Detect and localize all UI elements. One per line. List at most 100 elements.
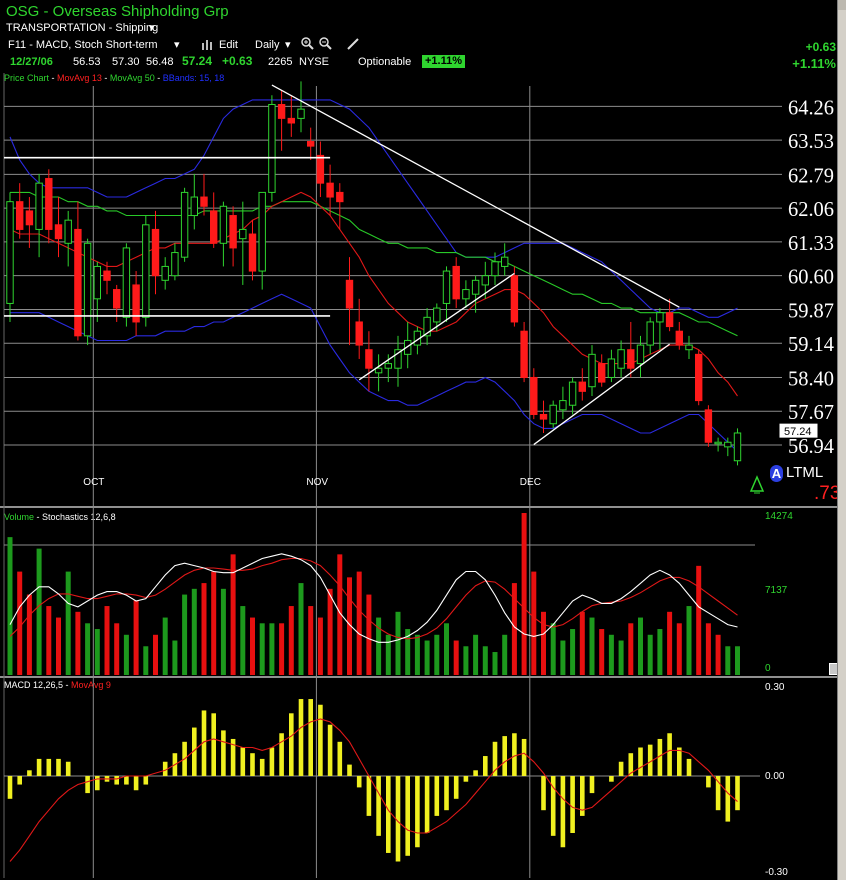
candle-body bbox=[277, 104, 286, 119]
volume-bar bbox=[502, 634, 508, 675]
study-set-selector[interactable]: F11 - MACD, Stoch Short-term bbox=[8, 39, 158, 51]
candle-body bbox=[559, 400, 567, 411]
volume-tick-label: 0 bbox=[765, 663, 771, 674]
volume-bar bbox=[347, 577, 352, 675]
candle-body bbox=[481, 275, 490, 286]
candle-body bbox=[549, 404, 557, 425]
ma13-line bbox=[9, 191, 738, 397]
volume-bar bbox=[211, 571, 217, 675]
macd-histogram-bar bbox=[7, 776, 13, 799]
macd-histogram-bar bbox=[95, 776, 100, 791]
candle-body bbox=[336, 191, 344, 203]
macd-histogram-bar bbox=[560, 776, 566, 848]
volume-bar bbox=[259, 623, 265, 675]
volume-bar bbox=[376, 617, 382, 675]
candle-body bbox=[433, 307, 441, 323]
macd-histogram-bar bbox=[366, 776, 372, 816]
zoom-out-icon[interactable] bbox=[318, 36, 332, 52]
pencil-icon[interactable] bbox=[346, 37, 360, 53]
volume-bar bbox=[715, 634, 721, 675]
macd-histogram-bar bbox=[27, 770, 32, 776]
candle-body bbox=[510, 275, 519, 323]
candle-body bbox=[568, 381, 577, 406]
volume-bar bbox=[705, 623, 711, 675]
caret-down-icon[interactable]: ▾ bbox=[174, 39, 180, 51]
volume-bar bbox=[317, 617, 323, 675]
alert-panel[interactable]: A LTML .73 bbox=[749, 463, 840, 505]
volume-bar bbox=[667, 611, 673, 675]
volume-bar bbox=[550, 623, 556, 675]
candle-body bbox=[646, 321, 654, 346]
candle-body bbox=[685, 344, 693, 351]
macd-histogram-bar bbox=[521, 738, 527, 776]
volume-bar bbox=[356, 571, 362, 675]
macd-histogram-bar bbox=[289, 713, 294, 776]
volume-bar bbox=[143, 646, 149, 675]
caret-down-icon[interactable]: ▾ bbox=[149, 22, 155, 34]
volume-bar bbox=[94, 629, 100, 675]
scroll-up-button[interactable] bbox=[838, 0, 846, 10]
candle-body bbox=[54, 224, 63, 240]
sector-selector[interactable]: TRANSPORTATION - Shipping bbox=[6, 22, 159, 34]
legend-separator: - bbox=[101, 73, 110, 83]
alert-badge[interactable]: A bbox=[770, 465, 783, 482]
scrollbar[interactable] bbox=[837, 0, 846, 880]
period-selector[interactable]: Daily bbox=[255, 39, 280, 51]
volume-bar bbox=[434, 634, 440, 675]
volume-bar bbox=[288, 606, 294, 675]
candle-body bbox=[45, 178, 53, 230]
candle-body bbox=[724, 441, 732, 448]
price-tick-label: 57.67 bbox=[788, 400, 834, 424]
volume-bar bbox=[511, 583, 517, 675]
volume-bar bbox=[7, 537, 13, 675]
percent-change-badge: +1.11% bbox=[422, 55, 466, 68]
volume-bar bbox=[482, 646, 488, 675]
candle-body bbox=[316, 154, 325, 184]
right-percent: +1.11% bbox=[792, 56, 836, 71]
candle-body bbox=[6, 201, 14, 304]
macd-histogram-bar bbox=[279, 733, 284, 776]
caret-down-icon[interactable]: ▾ bbox=[285, 39, 291, 51]
bar-chart-icon[interactable] bbox=[201, 38, 215, 54]
quote-close: 57.24 bbox=[182, 54, 213, 68]
volume-bar bbox=[725, 646, 731, 675]
macd-histogram-bar bbox=[647, 744, 653, 776]
candle-body bbox=[122, 247, 131, 318]
macd-histogram-bar bbox=[434, 776, 440, 816]
macd-histogram-bar bbox=[308, 699, 313, 776]
volume-bar bbox=[608, 634, 614, 675]
candle-body bbox=[307, 141, 315, 147]
candle-body bbox=[229, 215, 237, 249]
volume-bar bbox=[463, 646, 469, 675]
macd-histogram-bar bbox=[715, 776, 721, 811]
volume-bar bbox=[104, 606, 110, 675]
price-tick-label: 59.14 bbox=[788, 332, 834, 356]
volume-bar bbox=[85, 623, 91, 675]
candle-body bbox=[297, 108, 305, 119]
volume-bar bbox=[521, 512, 527, 675]
macd-histogram-bar bbox=[638, 747, 643, 776]
volume-bar bbox=[123, 634, 129, 675]
volume-bar bbox=[570, 629, 576, 675]
edit-button[interactable]: Edit bbox=[219, 39, 238, 51]
volume-bar bbox=[153, 634, 158, 675]
candle-body bbox=[219, 205, 228, 244]
volume-bar bbox=[414, 634, 420, 675]
quote-date: 12/27/06 bbox=[10, 56, 53, 68]
candle-body bbox=[491, 261, 499, 277]
volume-bar bbox=[308, 606, 314, 675]
symbol-title[interactable]: OSG - Overseas Shipholding Grp bbox=[6, 3, 229, 20]
volume-bar bbox=[172, 640, 178, 675]
bell-icon[interactable] bbox=[748, 475, 766, 500]
candle-body bbox=[636, 344, 645, 365]
volume-bar bbox=[444, 623, 449, 675]
macd-histogram-bar bbox=[415, 776, 420, 848]
candle-body bbox=[93, 265, 101, 300]
candle-body bbox=[442, 270, 451, 304]
macd-histogram-bar bbox=[589, 776, 595, 794]
candle-body bbox=[462, 289, 470, 300]
volume-bar bbox=[424, 640, 430, 675]
zoom-in-icon[interactable] bbox=[300, 36, 314, 52]
candle-body bbox=[151, 228, 160, 277]
volume-bar bbox=[269, 623, 275, 675]
